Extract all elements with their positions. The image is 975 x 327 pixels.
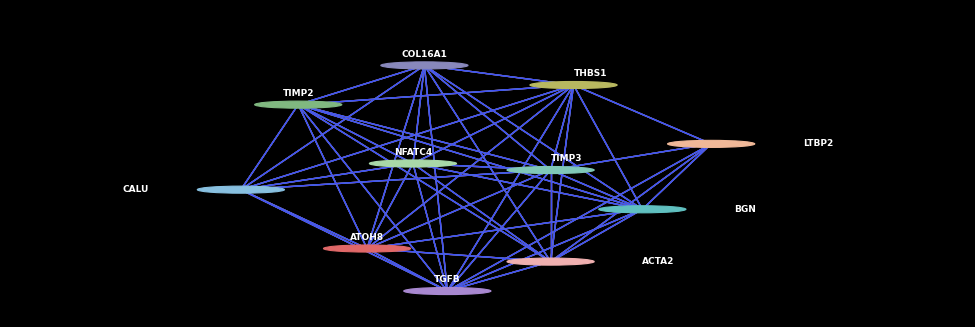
Ellipse shape	[507, 258, 594, 265]
Ellipse shape	[197, 186, 285, 193]
Ellipse shape	[507, 166, 594, 174]
Text: ATOH8: ATOH8	[350, 233, 384, 242]
Text: ACTA2: ACTA2	[643, 257, 675, 266]
Text: NFATC4: NFATC4	[394, 148, 432, 157]
Text: CALU: CALU	[123, 185, 149, 194]
Text: TGFB: TGFB	[434, 275, 460, 284]
Ellipse shape	[381, 62, 468, 69]
Ellipse shape	[404, 287, 491, 295]
Ellipse shape	[324, 245, 410, 252]
Text: LTBP2: LTBP2	[803, 139, 834, 148]
Text: COL16A1: COL16A1	[402, 50, 448, 59]
Text: TIMP3: TIMP3	[551, 154, 582, 163]
Text: THBS1: THBS1	[573, 69, 607, 78]
Text: BGN: BGN	[734, 205, 756, 214]
Ellipse shape	[599, 206, 686, 213]
Ellipse shape	[668, 140, 755, 147]
Text: TIMP2: TIMP2	[283, 89, 314, 98]
Ellipse shape	[530, 81, 617, 89]
Ellipse shape	[254, 101, 342, 108]
Ellipse shape	[370, 160, 456, 167]
